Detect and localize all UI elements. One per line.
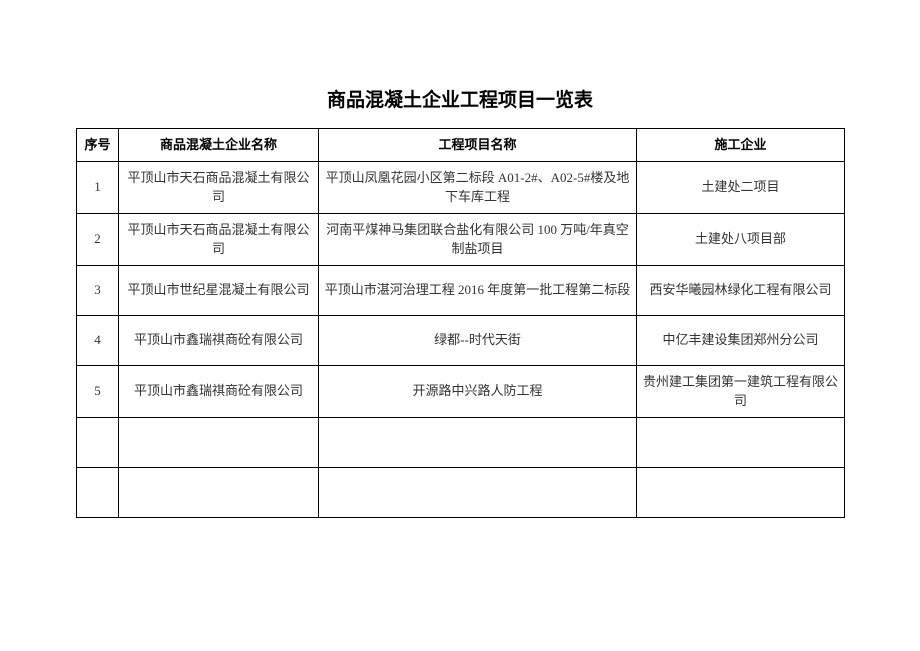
cell-seq: 5	[77, 365, 119, 417]
col-header-seq: 序号	[77, 129, 119, 162]
cell-seq: 2	[77, 213, 119, 265]
cell-seq	[77, 467, 119, 517]
cell-company	[119, 467, 319, 517]
cell-seq: 3	[77, 265, 119, 315]
cell-contractor: 土建处二项目	[637, 161, 845, 213]
cell-project	[319, 467, 637, 517]
cell-seq: 4	[77, 315, 119, 365]
cell-contractor: 贵州建工集团第一建筑工程有限公司	[637, 365, 845, 417]
cell-company: 平顶山市鑫瑞祺商砼有限公司	[119, 315, 319, 365]
cell-contractor: 西安华曦园林绿化工程有限公司	[637, 265, 845, 315]
cell-contractor	[637, 417, 845, 467]
cell-company: 平顶山市天石商品混凝土有限公司	[119, 213, 319, 265]
cell-company: 平顶山市世纪星混凝土有限公司	[119, 265, 319, 315]
table-row: 2 平顶山市天石商品混凝土有限公司 河南平煤神马集团联合盐化有限公司 100 万…	[77, 213, 845, 265]
cell-project: 平顶山市湛河治理工程 2016 年度第一批工程第二标段	[319, 265, 637, 315]
cell-company: 平顶山市鑫瑞祺商砼有限公司	[119, 365, 319, 417]
col-header-contractor: 施工企业	[637, 129, 845, 162]
cell-project: 平顶山凤凰花园小区第二标段 A01-2#、A02-5#楼及地下车库工程	[319, 161, 637, 213]
cell-project: 开源路中兴路人防工程	[319, 365, 637, 417]
table-header-row: 序号 商品混凝土企业名称 工程项目名称 施工企业	[77, 129, 845, 162]
cell-project: 绿都--时代天街	[319, 315, 637, 365]
document-title: 商品混凝土企业工程项目一览表	[76, 85, 844, 112]
cell-seq: 1	[77, 161, 119, 213]
cell-seq	[77, 417, 119, 467]
table-row: 1 平顶山市天石商品混凝土有限公司 平顶山凤凰花园小区第二标段 A01-2#、A…	[77, 161, 845, 213]
table-row: 4 平顶山市鑫瑞祺商砼有限公司 绿都--时代天街 中亿丰建设集团郑州分公司	[77, 315, 845, 365]
cell-project: 河南平煤神马集团联合盐化有限公司 100 万吨/年真空制盐项目	[319, 213, 637, 265]
table-row-empty	[77, 417, 845, 467]
col-header-company: 商品混凝土企业名称	[119, 129, 319, 162]
cell-contractor: 土建处八项目部	[637, 213, 845, 265]
projects-table: 序号 商品混凝土企业名称 工程项目名称 施工企业 1 平顶山市天石商品混凝土有限…	[76, 128, 845, 518]
cell-company: 平顶山市天石商品混凝土有限公司	[119, 161, 319, 213]
cell-contractor: 中亿丰建设集团郑州分公司	[637, 315, 845, 365]
cell-project	[319, 417, 637, 467]
cell-company	[119, 417, 319, 467]
table-row: 3 平顶山市世纪星混凝土有限公司 平顶山市湛河治理工程 2016 年度第一批工程…	[77, 265, 845, 315]
table-row: 5 平顶山市鑫瑞祺商砼有限公司 开源路中兴路人防工程 贵州建工集团第一建筑工程有…	[77, 365, 845, 417]
table-row-empty	[77, 467, 845, 517]
col-header-project: 工程项目名称	[319, 129, 637, 162]
cell-contractor	[637, 467, 845, 517]
